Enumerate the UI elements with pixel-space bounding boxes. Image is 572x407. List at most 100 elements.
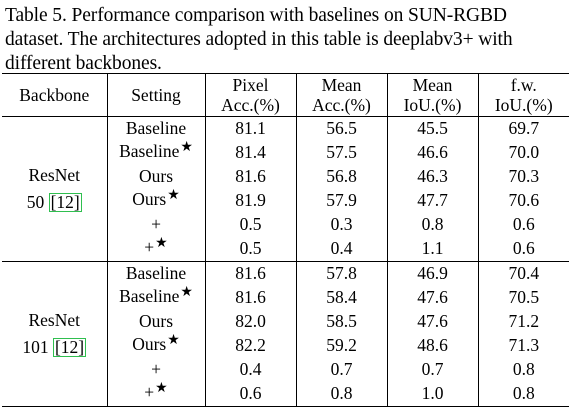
setting-cell: Baseline★ xyxy=(106,285,205,310)
table-body: ResNet 50 [12] Baseline 81.1 56.5 45.5 69.7 Bas… xyxy=(2,116,569,407)
setting-cell: +★ xyxy=(106,236,205,262)
setting-label: Ours xyxy=(138,166,174,186)
mean-iou-cell: 46.9 xyxy=(386,261,478,285)
caption-line-2: dataset. The architectures adopted in th… xyxy=(5,29,513,50)
mean-iou-cell: 48.6 xyxy=(386,333,478,358)
table-header: Backbone Setting Pixel Acc.(%) Mean Acc.… xyxy=(2,73,569,117)
backbone-depth: 50 xyxy=(26,192,45,212)
table-row: Baseline★ 81.4 57.5 46.6 70.0 xyxy=(2,140,569,165)
table-row: ResNet 50 [12] Baseline 81.1 56.5 45.5 69.7 xyxy=(2,116,569,212)
fw-iou-cell: 0.6 xyxy=(477,213,569,236)
table-row: +0.4 0.7 0.7 0.8 xyxy=(2,358,569,381)
pixel-acc-cell: 81.9 xyxy=(204,188,296,213)
pixel-acc-cell: 81.6 xyxy=(204,285,296,310)
pixel-acc-cell: 0.4 xyxy=(204,358,296,381)
fw-iou-cell: 70.0 xyxy=(477,140,569,165)
backbone-depth: 101 xyxy=(22,337,49,357)
header-fw-iou-line2: IoU.(%) xyxy=(494,95,553,115)
table-row: Ours 81.6 56.8 46.3 70.3 xyxy=(2,165,569,188)
results-table: Backbone Setting Pixel Acc.(%) Mean Acc.… xyxy=(2,73,569,407)
header-mean-acc: Mean Acc.(%) xyxy=(295,73,387,117)
setting-cell: Baseline xyxy=(106,261,205,285)
header-mean-acc-line2: Acc.(%) xyxy=(312,95,371,115)
mean-acc-cell: 0.4 xyxy=(295,236,387,262)
backbone-depth-line: 101 [12] xyxy=(6,334,103,361)
header-mean-iou-line2: IoU.(%) xyxy=(403,95,462,115)
table-row: Baseline★ 81.6 58.4 47.6 70.5 xyxy=(2,285,569,310)
mean-acc-cell: 0.7 xyxy=(295,358,387,381)
mean-acc-cell: 0.8 xyxy=(295,381,387,407)
setting-label: + xyxy=(151,359,161,379)
setting-label: + xyxy=(144,237,155,257)
table-row: Ours 82.0 58.5 47.6 71.2 xyxy=(2,310,569,333)
setting-cell: Ours★ xyxy=(106,188,205,213)
mean-iou-cell: 46.6 xyxy=(386,140,478,165)
table-row: +0.5 0.3 0.8 0.6 xyxy=(2,213,569,236)
pixel-acc-cell: 0.5 xyxy=(204,213,296,236)
mean-acc-cell: 57.9 xyxy=(295,188,387,213)
star-icon: ★ xyxy=(180,285,193,300)
setting-label: Baseline xyxy=(125,118,187,138)
star-icon: ★ xyxy=(155,236,168,251)
backbone-depth-line: 50 [12] xyxy=(6,189,103,216)
setting-cell: Ours xyxy=(106,310,205,333)
star-icon: ★ xyxy=(167,188,180,203)
citation-link[interactable]: [12] xyxy=(48,192,82,212)
mean-iou-cell: 47.7 xyxy=(386,188,478,213)
mean-iou-cell: 0.8 xyxy=(386,213,478,236)
mean-acc-cell: 56.8 xyxy=(295,165,387,188)
header-mean-iou-line1: Mean xyxy=(412,75,453,95)
mean-acc-cell: 58.5 xyxy=(295,310,387,333)
fw-iou-cell: 70.4 xyxy=(477,261,569,285)
table-row: Ours★ 82.2 59.2 48.6 71.3 xyxy=(2,333,569,358)
mean-iou-cell: 0.7 xyxy=(386,358,478,381)
mean-iou-cell: 1.0 xyxy=(386,381,478,407)
caption-line-1: Table 5. Performance comparison with bas… xyxy=(5,5,507,26)
setting-cell: Ours★ xyxy=(106,333,205,358)
header-mean-iou: Mean IoU.(%) xyxy=(386,73,478,117)
setting-cell: +★ xyxy=(106,381,205,407)
mean-acc-cell: 59.2 xyxy=(295,333,387,358)
setting-label: Baseline xyxy=(125,263,187,283)
caption-line-3: different backbones. xyxy=(5,53,162,74)
mean-iou-cell: 46.3 xyxy=(386,165,478,188)
setting-label: + xyxy=(151,214,161,234)
citation-link[interactable]: [12] xyxy=(52,337,87,357)
setting-label: Baseline xyxy=(119,141,180,161)
setting-label: + xyxy=(144,382,155,402)
table-row: ResNet 101 [12] Baseline 81.6 57.8 46.9 70.4 xyxy=(2,261,569,357)
header-row: Backbone Setting Pixel Acc.(%) Mean Acc.… xyxy=(2,73,569,117)
mean-acc-cell: 0.3 xyxy=(295,213,387,236)
star-icon: ★ xyxy=(167,333,180,348)
table-caption: Table 5. Performance comparison with bas… xyxy=(5,4,567,76)
pixel-acc-cell: 81.4 xyxy=(204,140,296,165)
fw-iou-cell: 71.2 xyxy=(477,310,569,333)
header-mean-acc-line1: Mean xyxy=(321,75,362,95)
pixel-acc-cell: 81.1 xyxy=(204,116,296,140)
mean-acc-cell: 57.8 xyxy=(295,261,387,285)
fw-iou-cell: 0.8 xyxy=(477,381,569,407)
backbone-name: ResNet xyxy=(28,165,81,185)
header-pixel-acc-line2: Acc.(%) xyxy=(221,95,280,115)
backbone-cell: ResNet 50 [12] xyxy=(2,117,107,262)
setting-label: Ours xyxy=(132,189,167,209)
header-fw-iou-line1: f.w. xyxy=(510,75,537,95)
mean-acc-cell: 57.5 xyxy=(295,140,387,165)
table-row: Ours★ 81.9 57.9 47.7 70.6 xyxy=(2,188,569,213)
pixel-acc-cell: 82.0 xyxy=(204,310,296,333)
backbone-name: ResNet xyxy=(28,310,81,330)
header-fw-iou: f.w. IoU.(%) xyxy=(477,73,569,117)
fw-iou-cell: 70.5 xyxy=(477,285,569,310)
fw-iou-cell: 0.6 xyxy=(477,236,569,262)
backbone-cell: ResNet 101 [12] xyxy=(2,262,107,407)
fw-iou-cell: 70.3 xyxy=(477,165,569,188)
star-icon: ★ xyxy=(180,140,193,155)
setting-label: Ours xyxy=(138,311,174,331)
setting-label: Baseline xyxy=(119,286,180,306)
table-row: +★ 0.5 0.4 1.1 0.6 xyxy=(2,236,569,262)
pixel-acc-cell: 81.6 xyxy=(204,261,296,285)
header-pixel-acc: Pixel Acc.(%) xyxy=(204,73,296,117)
star-icon: ★ xyxy=(155,381,168,396)
setting-cell: Ours xyxy=(106,165,205,188)
mean-iou-cell: 47.6 xyxy=(386,285,478,310)
